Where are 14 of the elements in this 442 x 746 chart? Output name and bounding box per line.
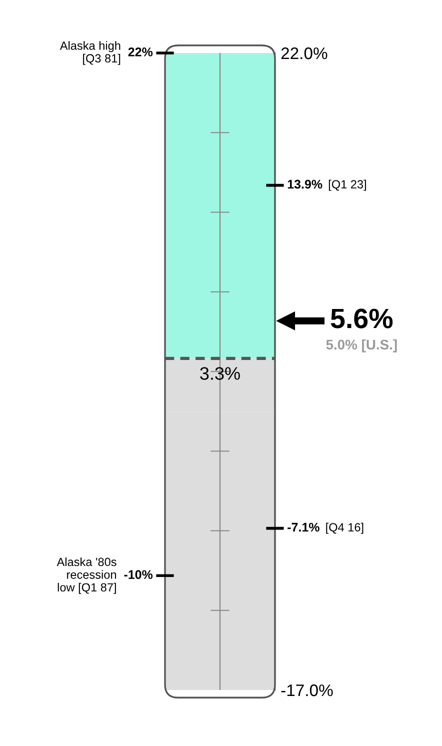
text: 5.0% [U.S.]: [326, 339, 397, 352]
ref-line-label: 13.9%: [288, 180, 322, 189]
text: Alaska high [Q3 81]: [60, 41, 120, 65]
ref-line-label: -10%: [124, 570, 153, 580]
y-tick-label: 22.0%: [281, 47, 328, 60]
ref-line-label: 5.6%: [330, 308, 393, 328]
ref-line-label: 3.3%: [200, 367, 240, 380]
y-tick-label: -17.0%: [281, 684, 333, 696]
ref-line-label: 22%: [128, 48, 153, 56]
text: [Q1 23]: [328, 180, 366, 191]
bar: [165, 53, 275, 358]
text: [Q4 16]: [326, 522, 364, 534]
ref-line-label: -7.1%: [288, 522, 320, 532]
text: Alaska '80s recession low [Q1 87]: [56, 557, 116, 594]
